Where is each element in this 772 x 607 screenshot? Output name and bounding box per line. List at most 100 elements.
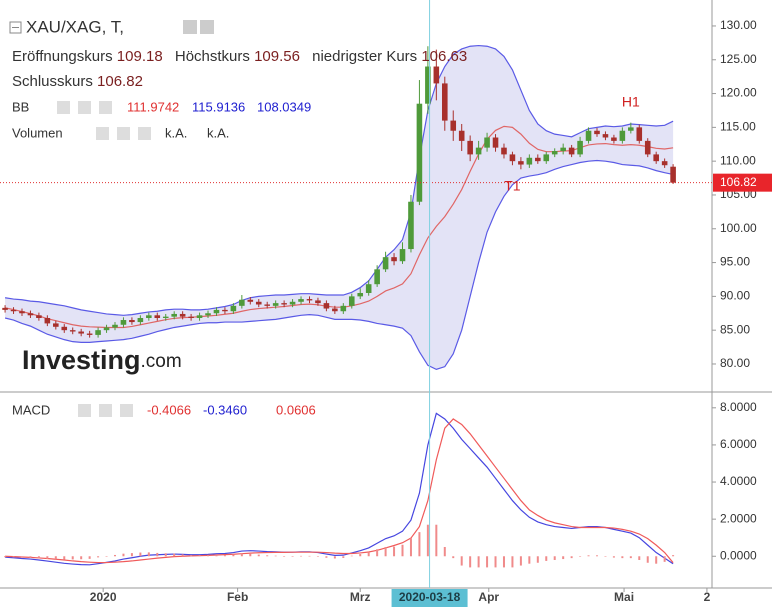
histogram-bar <box>579 556 582 557</box>
candle-body <box>86 333 93 335</box>
open-label: Eröffnungskurs <box>12 48 113 65</box>
histogram-bar <box>223 555 226 557</box>
histogram-bar <box>97 556 100 558</box>
close-icon[interactable] <box>99 101 112 114</box>
histogram-bar <box>494 556 497 568</box>
candle-body <box>171 313 177 317</box>
histogram-bar <box>486 556 489 568</box>
candle-body <box>281 303 287 305</box>
histogram-bar <box>655 556 658 564</box>
marks <box>0 0 712 588</box>
y-tick-label: 120.00 <box>720 86 757 100</box>
histogram-bar <box>63 556 66 560</box>
histogram-bar <box>88 556 91 559</box>
y-tick-label: 110.00 <box>720 153 756 167</box>
candle-body <box>315 300 321 304</box>
histogram-bar <box>156 552 159 557</box>
histogram-bar <box>164 553 167 557</box>
histogram-bar <box>283 556 286 557</box>
histogram-bar <box>409 538 412 557</box>
histogram-bar <box>12 556 15 558</box>
open-value: 109.18 <box>117 48 163 65</box>
candle-body <box>619 130 626 141</box>
close-icon[interactable] <box>138 127 151 140</box>
candle-body <box>112 324 118 328</box>
histogram-bar <box>359 554 362 557</box>
low-label: niedrigster Kurs <box>312 48 417 65</box>
macd-line <box>5 412 674 566</box>
y-tick-label: 100.00 <box>720 221 757 235</box>
bb-upper-value: 115.9136 <box>192 99 245 114</box>
y-tick-label: 2.0000 <box>720 511 757 525</box>
high-value: 109.56 <box>254 48 300 65</box>
volume-label: Volumen <box>12 125 63 140</box>
candle-body <box>526 157 533 165</box>
candle-body <box>146 315 152 319</box>
histogram-bar <box>190 555 193 557</box>
y-tick-label: 85.00 <box>720 322 750 336</box>
settings-icon[interactable] <box>78 101 91 114</box>
histogram-bar <box>460 556 463 566</box>
histogram-bar <box>105 556 108 557</box>
eye-icon[interactable] <box>57 101 70 114</box>
y-tick-label: 8.0000 <box>720 400 757 414</box>
eye-icon[interactable] <box>183 20 197 34</box>
histogram-bar <box>519 556 522 566</box>
histogram-bar <box>37 556 40 559</box>
candle-body <box>628 127 634 131</box>
histogram-bar <box>71 556 74 560</box>
settings-icon[interactable] <box>99 404 112 417</box>
annotation: H1 <box>622 94 640 110</box>
settings-icon[interactable] <box>117 127 130 140</box>
candle-body <box>44 318 51 324</box>
histogram-bar <box>595 555 598 557</box>
histogram-bar <box>249 553 252 557</box>
histogram-bar <box>173 553 176 557</box>
candle-body <box>179 313 186 317</box>
histogram-bar <box>502 556 505 568</box>
candle-body <box>543 154 550 162</box>
candle-body <box>467 140 473 155</box>
candle-body <box>399 249 406 262</box>
histogram-bar <box>207 555 210 557</box>
candle-body <box>433 66 440 84</box>
signal-value: -0.3460 <box>203 402 247 417</box>
histogram-bar <box>274 555 277 557</box>
candle-body <box>323 303 330 309</box>
histogram-bar <box>587 555 590 557</box>
histogram-bar <box>570 556 573 559</box>
bb-lower-value: 108.0349 <box>257 99 311 114</box>
settings-icon[interactable] <box>200 20 214 34</box>
last-price-label: 106.82 <box>720 175 757 189</box>
close-value: 106.82 <box>97 73 143 90</box>
y-tick-label: 125.00 <box>720 52 757 66</box>
eye-icon[interactable] <box>78 404 91 417</box>
histogram-bar <box>240 553 243 557</box>
histogram-bar <box>426 524 429 557</box>
candle-body <box>298 299 304 302</box>
close-icon[interactable] <box>120 404 133 417</box>
candle-body <box>222 309 228 312</box>
candle-body <box>585 130 592 141</box>
candle-body <box>670 166 676 183</box>
candle-body <box>53 323 59 327</box>
histogram-bar <box>342 556 345 558</box>
volume-value: k.A. <box>165 125 187 140</box>
labels: XAU/XAG, T, Eröffnungskurs 109.18 Höchst… <box>9 17 772 607</box>
candle-body <box>484 137 490 148</box>
candle-body <box>2 307 8 310</box>
candle-body <box>340 305 347 312</box>
candle-body <box>644 140 651 155</box>
candle-body <box>213 309 220 314</box>
histogram-bar <box>54 556 57 560</box>
collapse-icon[interactable] <box>9 21 22 34</box>
candle-body <box>475 147 482 155</box>
histogram-bar <box>316 556 319 557</box>
eye-icon[interactable] <box>96 127 109 140</box>
candle-body <box>441 83 448 121</box>
chart-title: XAU/XAG, T, <box>26 17 124 36</box>
candle-body <box>78 331 84 334</box>
x-tick-label: Mrz <box>350 590 371 604</box>
candle-body <box>458 130 465 141</box>
histogram-bar <box>291 556 294 557</box>
